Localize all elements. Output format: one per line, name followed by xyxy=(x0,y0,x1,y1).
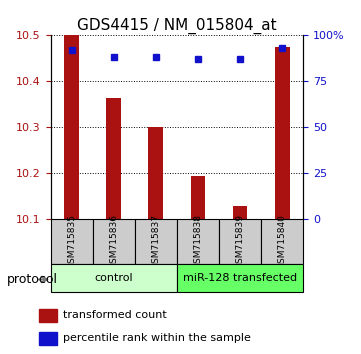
FancyBboxPatch shape xyxy=(219,219,261,264)
Text: GSM715840: GSM715840 xyxy=(278,214,287,269)
Bar xyxy=(106,97,121,219)
Text: protocol: protocol xyxy=(7,273,58,286)
Text: GSM715836: GSM715836 xyxy=(109,214,118,269)
FancyBboxPatch shape xyxy=(177,264,303,292)
Text: transformed count: transformed count xyxy=(63,310,167,320)
FancyBboxPatch shape xyxy=(93,219,135,264)
FancyBboxPatch shape xyxy=(51,264,177,292)
Text: GSM715838: GSM715838 xyxy=(193,214,203,269)
FancyBboxPatch shape xyxy=(135,219,177,264)
Text: percentile rank within the sample: percentile rank within the sample xyxy=(63,333,251,343)
Bar xyxy=(39,309,57,322)
FancyBboxPatch shape xyxy=(177,219,219,264)
Bar xyxy=(39,332,57,345)
Text: GSM715837: GSM715837 xyxy=(151,214,160,269)
Bar xyxy=(275,47,290,219)
Bar xyxy=(64,35,79,219)
Text: control: control xyxy=(95,273,133,283)
Bar xyxy=(191,176,205,219)
Bar xyxy=(233,206,247,219)
FancyBboxPatch shape xyxy=(51,219,93,264)
Text: GSM715835: GSM715835 xyxy=(67,214,76,269)
Title: GDS4415 / NM_015804_at: GDS4415 / NM_015804_at xyxy=(77,18,277,34)
Text: GSM715839: GSM715839 xyxy=(236,214,244,269)
Bar xyxy=(148,127,163,219)
Text: miR-128 transfected: miR-128 transfected xyxy=(183,273,297,283)
FancyBboxPatch shape xyxy=(261,219,303,264)
